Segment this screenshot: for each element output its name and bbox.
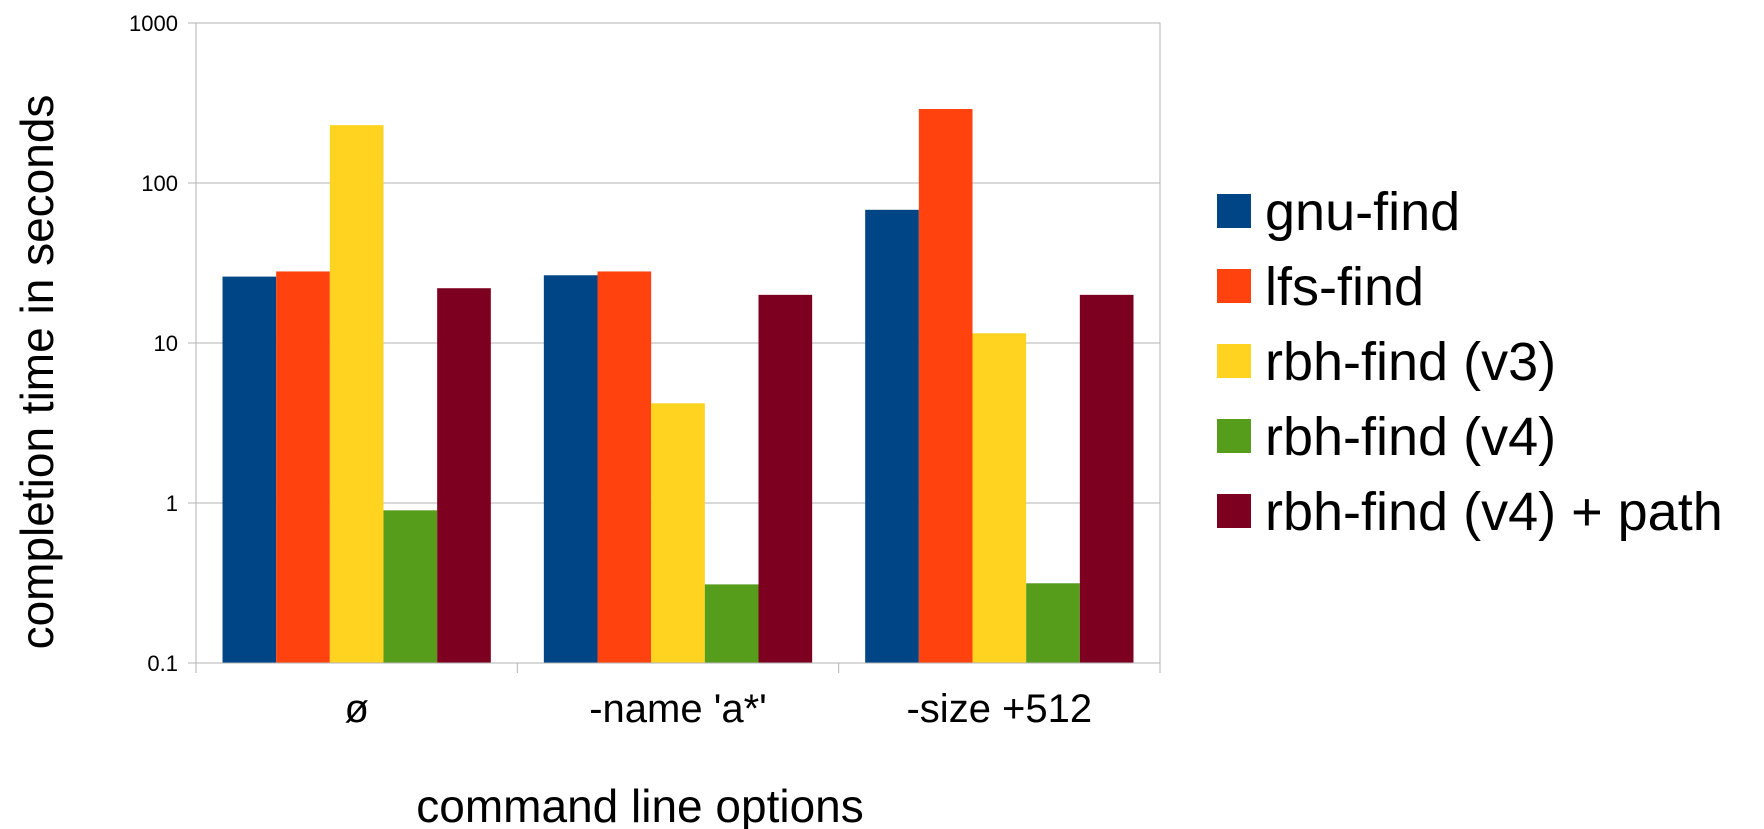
x-category-label: -size +512 [906,687,1092,731]
bar [597,271,652,663]
y-tick-label: 1000 [129,11,178,36]
bar [758,294,813,663]
bar [704,584,759,663]
bar [222,276,277,663]
x-axis-title: command line options [416,780,863,829]
bar [276,271,330,663]
legend-swatch [1217,194,1251,228]
legend-swatch [1217,419,1251,453]
axes: 0.1 1 10 100 1000 ø -name 'a*' -size +512 [129,11,1161,731]
bar [543,275,598,663]
x-category-label: ø [344,687,368,731]
bar [383,510,438,663]
legend-swatch [1217,494,1251,528]
x-category-label: -name 'a*' [589,687,767,731]
y-tick-label: 0.1 [147,651,178,676]
bar [918,109,973,664]
y-tick-label: 1 [166,491,178,516]
bars [222,109,1134,664]
legend-label: rbh-find (v4) + path [1265,482,1723,542]
plot-frame [195,22,1161,664]
bar [972,333,1027,663]
legend-label: rbh-find (v4) [1265,407,1556,467]
legend: gnu-find lfs-find rbh-find (v3) rbh-find (v… [1217,182,1723,542]
bar [865,209,919,663]
legend-label: gnu-find [1265,182,1460,242]
legend-swatch [1217,344,1251,378]
bar [651,403,705,663]
y-tick-label: 100 [141,171,178,196]
bar [1026,583,1080,663]
y-axis-title: completion time in seconds [11,95,63,650]
bar [329,125,384,664]
legend-label: lfs-find [1265,257,1424,317]
legend-label: rbh-find (v3) [1265,332,1556,392]
bar [437,288,491,663]
y-tick-label: 10 [154,331,178,356]
bar [1079,294,1134,663]
legend-swatch [1217,269,1251,303]
